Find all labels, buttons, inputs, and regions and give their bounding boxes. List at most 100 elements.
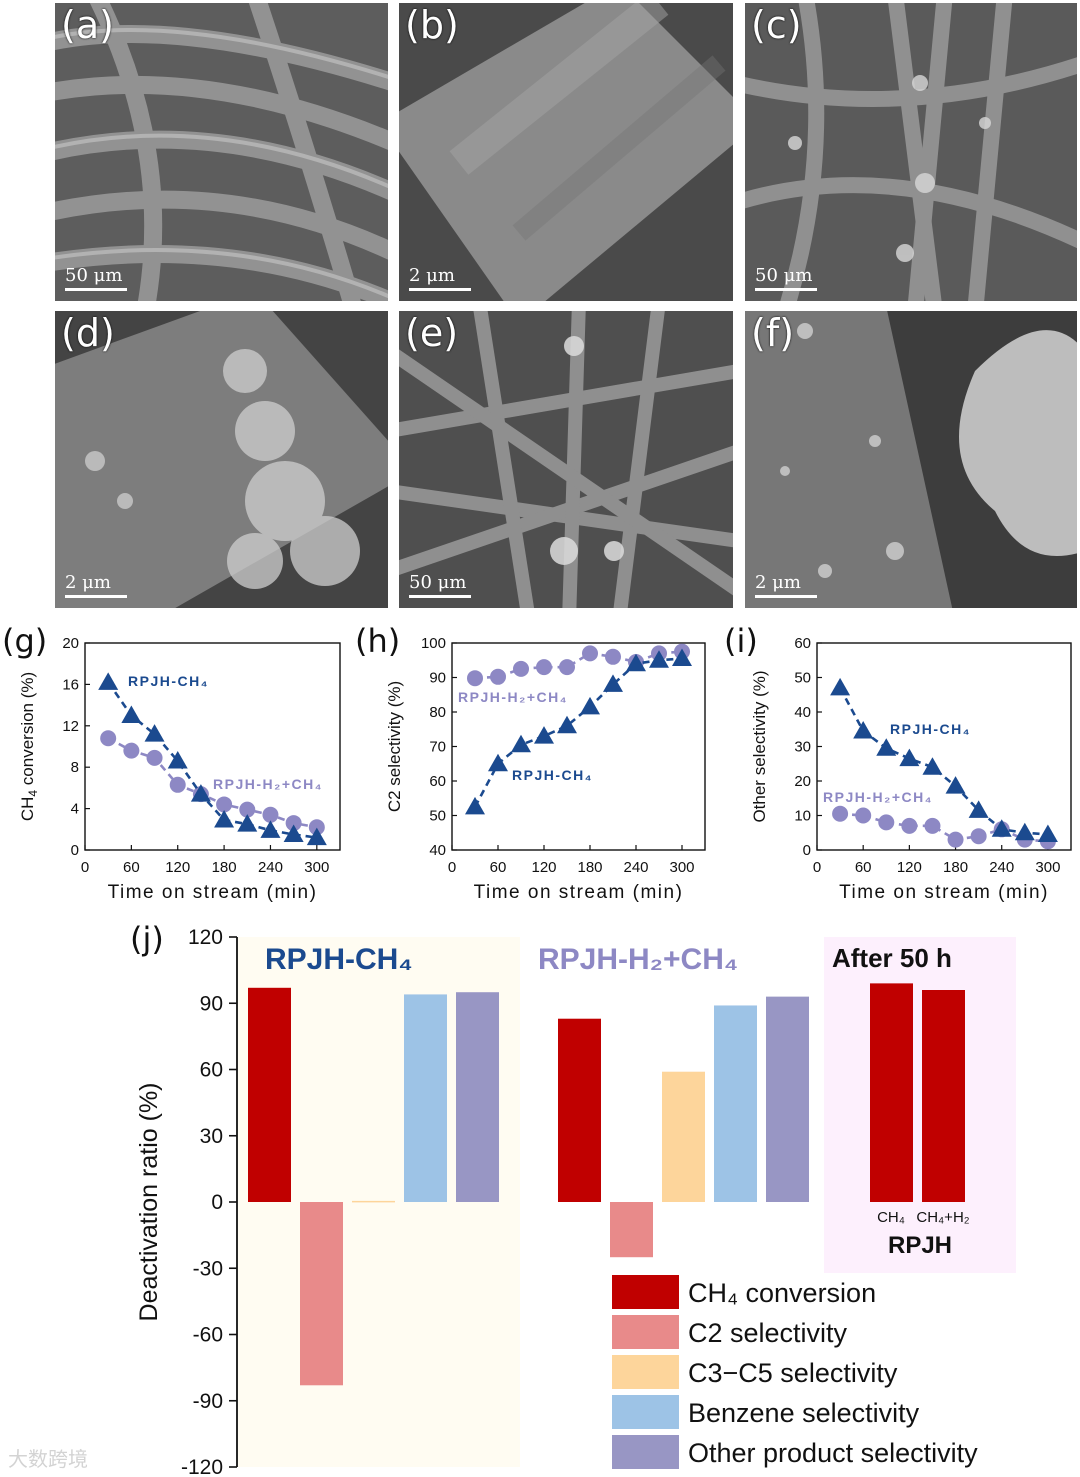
data-point-circle (559, 659, 575, 676)
data-point-circle (605, 648, 621, 665)
fiber-micrograph (745, 3, 1077, 301)
series-line (839, 812, 1049, 843)
scale-label: 2 μm (65, 572, 111, 593)
series-line (107, 737, 318, 829)
legend-swatch (612, 1315, 679, 1349)
data-point-triangle (190, 784, 211, 802)
data-point-triangle (853, 720, 874, 739)
y-tick-label: 90 (200, 992, 223, 1015)
y-tick-label: 10 (794, 808, 811, 825)
x-tick-label: 300 (669, 859, 694, 876)
scale-bar: 2 μm (409, 265, 471, 291)
y-tick-label: 90 (429, 670, 446, 687)
x-tick-label: 180 (212, 859, 237, 876)
data-point-circle (878, 814, 895, 831)
bar (922, 990, 965, 1202)
data-point-triangle (603, 674, 623, 692)
x-tick-label: 240 (623, 859, 648, 876)
panel-letter: (e) (405, 311, 459, 355)
legend-label: Other product selectivity (688, 1438, 978, 1468)
x-tick-label: 0 (448, 859, 456, 876)
x-axis-label: Time on stream (min) (474, 882, 684, 903)
x-tick-label: 120 (531, 859, 556, 876)
scale-bar: 2 μm (65, 572, 127, 598)
data-point-circle (832, 805, 849, 822)
data-point-triangle (214, 809, 235, 828)
series-label: RPJH-H₂+CH₄ (458, 689, 568, 705)
y-tick-label: 16 (62, 676, 79, 693)
data-point-triangle (534, 726, 554, 744)
scale-bar: 50 μm (65, 265, 127, 291)
line-chart-g: (g) 0 60 120 180 240 300 0 4 8 12 16 20 Time on strea… (2, 622, 341, 903)
data-point-circle (513, 660, 529, 677)
scale-label: 2 μm (409, 265, 455, 286)
y-tick-label: -90 (193, 1390, 223, 1413)
y-tick-label: 40 (429, 842, 446, 859)
scale-line (409, 288, 471, 291)
y-tick-label: 50 (794, 670, 811, 687)
y-tick-label: 70 (429, 739, 446, 756)
bar-chart-j: (j) -120 -90 -60 -30 0 30 60 90 120 Deactivation r… (130, 920, 1016, 1477)
data-point-triangle (167, 750, 188, 769)
data-point-triangle (98, 672, 119, 690)
data-point-circle (467, 670, 483, 687)
series-label: RPJH-H₂+CH₄ (213, 776, 323, 792)
plot-frame (451, 642, 706, 851)
panel-letter: (h) (355, 622, 400, 660)
x-tick-label: 180 (577, 859, 602, 876)
sem-panel-a: (a) 50 μm (55, 3, 388, 301)
scale-bar: 50 μm (409, 572, 471, 598)
x-tick-label: 0 (81, 859, 89, 876)
bar (456, 992, 499, 1202)
y-tick-label: 30 (794, 739, 811, 756)
x-tick-label: 0 (813, 859, 821, 876)
x-tick-label: 60 (123, 859, 140, 876)
data-point-triangle (488, 753, 508, 772)
data-point-circle (146, 749, 163, 766)
bar (610, 1202, 653, 1258)
x-tick-label: 240 (989, 859, 1014, 876)
y-tick-label: 0 (71, 842, 79, 859)
legend-swatch (612, 1395, 679, 1429)
data-point-circle (855, 807, 872, 824)
series-line (107, 681, 317, 839)
data-point-triangle (991, 819, 1012, 837)
bar (662, 1071, 705, 1202)
fiber-micrograph (55, 311, 388, 608)
y-tick-label: -60 (193, 1324, 223, 1347)
y-tick-label: 50 (429, 808, 446, 825)
y-axis-label: Deactivation ratio (%) (135, 1083, 163, 1322)
line-chart-h: (h) 0 60 120 180 240 300 40 50 60 70 80 90 100 Time on… (355, 622, 706, 903)
scale-label: 50 μm (755, 265, 813, 286)
y-tick-label: -30 (193, 1257, 223, 1280)
y-tick-label: 20 (62, 635, 79, 652)
data-point-triangle (1037, 824, 1058, 842)
data-point-triangle (899, 748, 920, 767)
plot-frame (816, 642, 1072, 851)
fiber-micrograph (399, 3, 733, 301)
data-point-triangle (237, 814, 258, 832)
x-axis-label: Time on stream (min) (839, 882, 1049, 903)
bar (404, 994, 447, 1202)
scale-line (65, 595, 127, 598)
data-point-triangle (626, 653, 646, 672)
group-title: RPJH-H₂+CH₄ (538, 943, 738, 976)
y-tick-label: 0 (803, 842, 811, 859)
y-tick-label: 4 (71, 801, 79, 818)
y-tick-label: 8 (71, 759, 79, 776)
data-point-circle (901, 817, 918, 834)
y-tick-label: 120 (188, 926, 223, 949)
data-point-circle (123, 742, 140, 759)
bar (248, 987, 291, 1202)
data-point-circle (239, 801, 256, 818)
sem-panel-e: (e) 50 μm (399, 311, 733, 608)
panel-letter: (a) (61, 3, 114, 47)
legend-swatch (612, 1275, 679, 1309)
y-tick-label: 60 (200, 1059, 223, 1082)
y-tick-label: 0 (211, 1191, 223, 1214)
data-point-triangle (672, 648, 692, 667)
bar (870, 983, 913, 1202)
data-point-triangle (968, 800, 989, 818)
data-point-circle (100, 730, 117, 747)
